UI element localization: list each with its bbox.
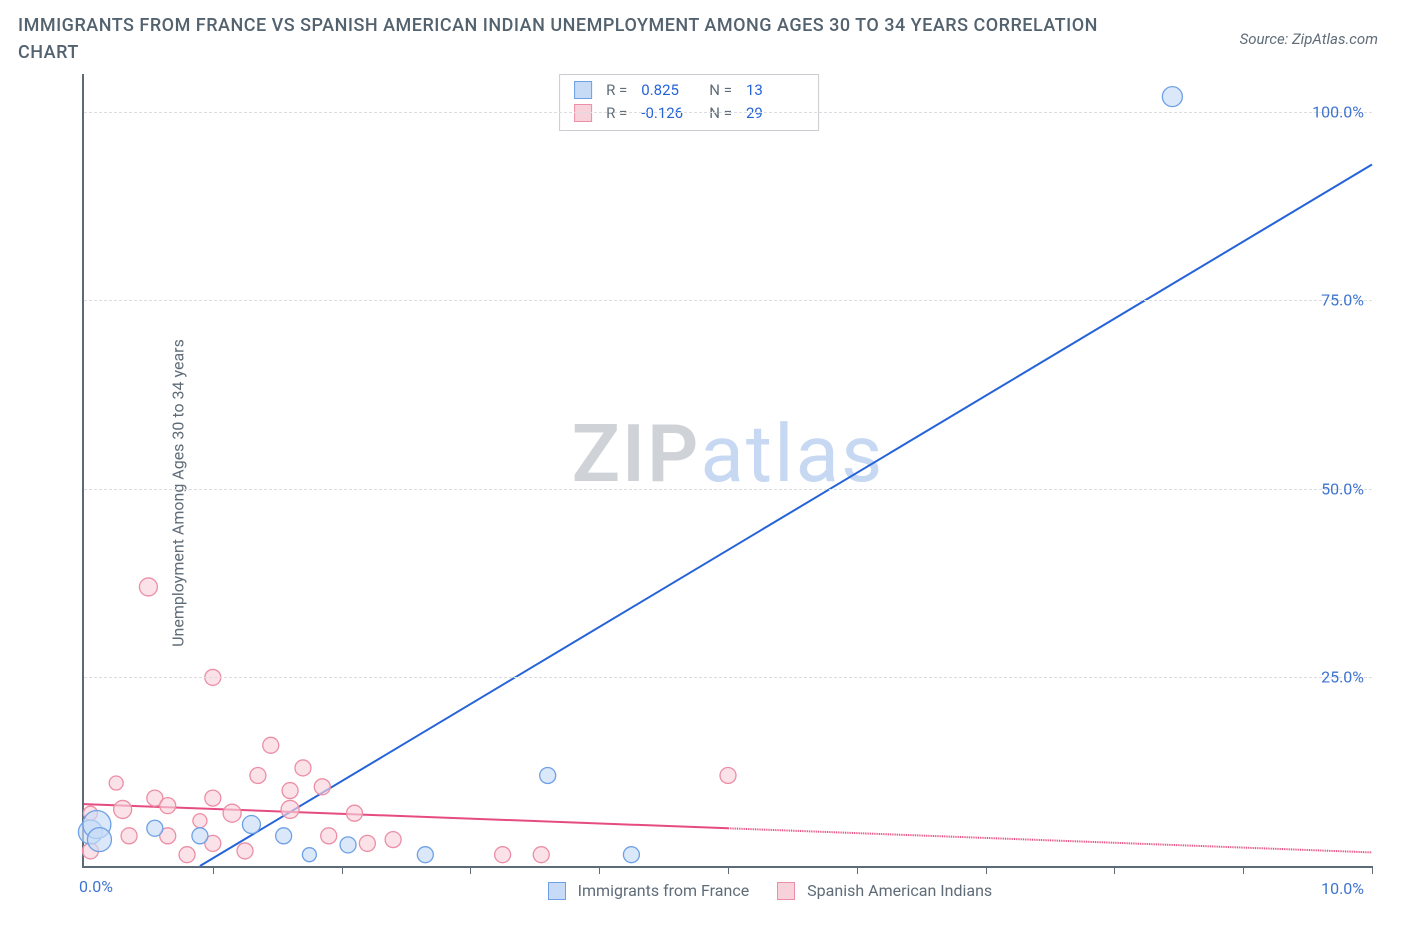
y-tick-label: 50.0% bbox=[1321, 479, 1364, 498]
data-point bbox=[276, 828, 292, 844]
n-label: N = bbox=[709, 79, 732, 102]
data-point bbox=[540, 767, 556, 783]
data-point bbox=[417, 847, 433, 863]
n-value-blue: 13 bbox=[746, 79, 804, 102]
data-point bbox=[346, 805, 362, 821]
data-point bbox=[160, 798, 176, 814]
data-point bbox=[205, 790, 221, 806]
y-tick-label: 100.0% bbox=[1312, 102, 1364, 121]
data-point bbox=[385, 832, 401, 848]
legend-item-pink: Spanish American Indians bbox=[777, 881, 992, 900]
data-point bbox=[109, 776, 123, 790]
x-tick bbox=[728, 866, 729, 874]
series-name-pink: Spanish American Indians bbox=[807, 881, 992, 900]
data-point bbox=[139, 578, 157, 596]
x-tick bbox=[857, 866, 858, 874]
data-point bbox=[623, 847, 639, 863]
x-max-label: 10.0% bbox=[1321, 879, 1364, 898]
chart-title: IMMIGRANTS FROM FRANCE VS SPANISH AMERIC… bbox=[18, 12, 1118, 66]
data-point bbox=[340, 837, 356, 853]
x-tick bbox=[213, 866, 214, 874]
r-label: R = bbox=[606, 102, 627, 125]
data-point bbox=[121, 828, 137, 844]
scatter-points bbox=[84, 74, 1372, 866]
x-tick bbox=[599, 866, 600, 874]
data-point bbox=[193, 814, 207, 828]
x-tick bbox=[1114, 866, 1115, 874]
plot-region: ZIPatlas R = 0.825 N = 13 R = -0.126 N =… bbox=[82, 74, 1372, 868]
x-tick bbox=[470, 866, 471, 874]
r-label: R = bbox=[606, 79, 627, 102]
data-point bbox=[302, 848, 316, 862]
x-tick bbox=[1372, 866, 1373, 874]
r-value-pink: -0.126 bbox=[641, 102, 699, 125]
r-value-blue: 0.825 bbox=[641, 79, 699, 102]
n-label: N = bbox=[709, 102, 732, 125]
data-point bbox=[179, 847, 195, 863]
data-point bbox=[237, 843, 253, 859]
y-tick-label: 25.0% bbox=[1321, 668, 1364, 687]
data-point bbox=[242, 816, 260, 834]
swatch-blue bbox=[548, 882, 566, 900]
data-point bbox=[321, 828, 337, 844]
x-tick bbox=[342, 866, 343, 874]
data-point bbox=[147, 820, 163, 836]
data-point bbox=[281, 800, 299, 818]
data-point bbox=[295, 760, 311, 776]
swatch-blue bbox=[574, 81, 592, 99]
data-point bbox=[359, 835, 375, 851]
data-point bbox=[1162, 87, 1182, 107]
swatch-pink bbox=[777, 882, 795, 900]
chart-area: Unemployment Among Ages 30 to 34 years Z… bbox=[38, 70, 1386, 916]
gridline bbox=[84, 677, 1372, 678]
data-point bbox=[192, 828, 208, 844]
data-point bbox=[250, 767, 266, 783]
gridline bbox=[84, 300, 1372, 301]
stats-row-pink: R = -0.126 N = 29 bbox=[574, 102, 804, 125]
gridline bbox=[84, 489, 1372, 490]
data-point bbox=[495, 847, 511, 863]
x-tick bbox=[1243, 866, 1244, 874]
data-point bbox=[114, 800, 132, 818]
data-point bbox=[263, 737, 279, 753]
gridline bbox=[84, 112, 1372, 113]
series-legend: Immigrants from France Spanish American … bbox=[548, 881, 993, 900]
n-value-pink: 29 bbox=[746, 102, 804, 125]
stats-row-blue: R = 0.825 N = 13 bbox=[574, 79, 804, 102]
y-tick-label: 75.0% bbox=[1321, 291, 1364, 310]
swatch-pink bbox=[574, 104, 592, 122]
origin-label: 0.0% bbox=[79, 877, 113, 896]
stats-legend: R = 0.825 N = 13 R = -0.126 N = 29 bbox=[559, 74, 819, 131]
data-point bbox=[720, 767, 736, 783]
series-name-blue: Immigrants from France bbox=[578, 881, 750, 900]
data-point bbox=[533, 847, 549, 863]
x-tick bbox=[986, 866, 987, 874]
source-label: Source: ZipAtlas.com bbox=[1240, 30, 1378, 48]
legend-item-blue: Immigrants from France bbox=[548, 881, 750, 900]
data-point bbox=[282, 783, 298, 799]
data-point bbox=[87, 828, 111, 852]
data-point bbox=[314, 779, 330, 795]
data-point bbox=[223, 804, 241, 822]
